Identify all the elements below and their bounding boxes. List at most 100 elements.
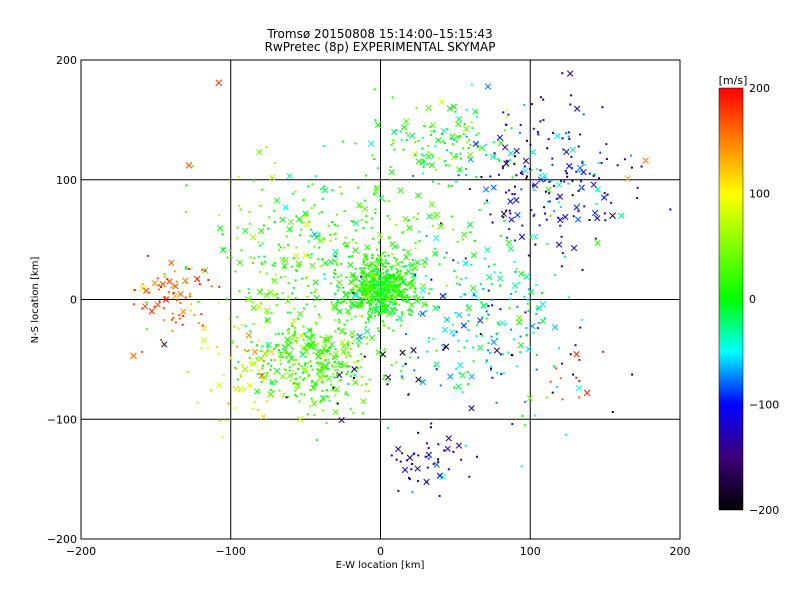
data-point bbox=[364, 292, 367, 295]
data-point bbox=[179, 301, 182, 304]
data-point bbox=[535, 354, 538, 357]
data-point bbox=[377, 277, 380, 280]
data-point bbox=[314, 383, 317, 386]
data-point bbox=[475, 116, 478, 119]
data-point bbox=[365, 258, 368, 261]
data-point bbox=[535, 368, 538, 371]
data-point bbox=[376, 327, 379, 330]
data-point bbox=[344, 353, 347, 356]
data-point bbox=[560, 362, 563, 365]
data-point bbox=[416, 262, 419, 265]
data-point bbox=[457, 174, 460, 177]
data-point bbox=[478, 208, 481, 211]
data-point bbox=[163, 275, 166, 278]
data-point bbox=[462, 133, 465, 136]
data-point bbox=[364, 279, 367, 282]
data-point bbox=[392, 329, 395, 332]
data-point bbox=[374, 186, 377, 189]
data-point bbox=[558, 347, 561, 350]
data-point bbox=[166, 278, 169, 281]
data-point-x bbox=[351, 365, 358, 373]
data-point bbox=[171, 312, 174, 315]
data-point bbox=[356, 366, 359, 369]
data-point bbox=[287, 332, 290, 335]
data-point-x bbox=[573, 105, 581, 112]
data-point bbox=[408, 308, 411, 311]
data-point bbox=[278, 389, 281, 392]
data-point-x bbox=[395, 271, 403, 278]
data-point bbox=[369, 281, 372, 284]
data-point bbox=[398, 291, 401, 294]
data-point-x bbox=[366, 312, 373, 319]
x-tick-labels: −200 −100 0 100 200 bbox=[66, 545, 691, 558]
data-point bbox=[295, 395, 298, 398]
data-point bbox=[373, 315, 376, 318]
data-point bbox=[498, 159, 501, 162]
data-point bbox=[345, 356, 348, 359]
data-point-x bbox=[414, 192, 422, 199]
data-point-x bbox=[489, 153, 497, 160]
data-point bbox=[193, 313, 196, 316]
data-point bbox=[461, 238, 464, 241]
y-tick-label: −200 bbox=[47, 533, 77, 546]
data-point bbox=[287, 328, 290, 331]
data-point bbox=[453, 270, 456, 273]
data-point bbox=[493, 271, 496, 274]
data-point-x bbox=[573, 204, 580, 211]
data-point bbox=[485, 303, 488, 306]
data-point bbox=[286, 329, 289, 332]
data-point bbox=[181, 323, 184, 326]
data-point bbox=[430, 278, 433, 281]
data-point bbox=[422, 172, 425, 175]
data-point bbox=[514, 155, 517, 158]
data-point bbox=[339, 366, 342, 369]
data-point bbox=[364, 321, 367, 324]
data-point bbox=[411, 258, 414, 261]
data-point bbox=[391, 289, 394, 292]
data-point bbox=[465, 135, 468, 138]
x-tick-label: 0 bbox=[377, 545, 384, 558]
data-point bbox=[405, 299, 408, 302]
data-point-x bbox=[499, 320, 506, 327]
data-point bbox=[412, 216, 415, 219]
data-point bbox=[338, 380, 341, 383]
data-point bbox=[605, 143, 608, 146]
data-point bbox=[146, 254, 149, 257]
data-point-x bbox=[279, 372, 286, 380]
data-point bbox=[447, 468, 450, 471]
data-point bbox=[292, 257, 295, 260]
data-point bbox=[603, 192, 606, 195]
data-point bbox=[379, 236, 382, 239]
data-point bbox=[363, 292, 366, 295]
data-point-x bbox=[284, 336, 291, 343]
data-point bbox=[393, 280, 396, 283]
data-point bbox=[322, 352, 325, 355]
data-point bbox=[158, 284, 161, 287]
data-point bbox=[274, 345, 277, 348]
data-point bbox=[511, 193, 514, 196]
data-point bbox=[423, 265, 426, 268]
data-point bbox=[319, 400, 322, 403]
data-point bbox=[313, 245, 316, 248]
data-point bbox=[430, 422, 433, 425]
data-point bbox=[362, 263, 365, 266]
data-point bbox=[496, 321, 499, 324]
data-point bbox=[269, 388, 272, 391]
data-point bbox=[508, 228, 511, 231]
data-point-x bbox=[271, 292, 278, 299]
data-point bbox=[554, 273, 557, 276]
data-point bbox=[520, 188, 523, 191]
data-point bbox=[402, 290, 405, 293]
data-point bbox=[463, 293, 466, 296]
data-point bbox=[395, 259, 398, 262]
data-point bbox=[340, 370, 343, 373]
data-point bbox=[403, 290, 406, 293]
data-point bbox=[456, 135, 459, 138]
data-point bbox=[497, 173, 500, 176]
data-point bbox=[320, 395, 323, 398]
data-point-x bbox=[394, 445, 402, 453]
data-point bbox=[623, 158, 626, 161]
data-point bbox=[266, 400, 269, 403]
data-point bbox=[287, 361, 290, 364]
